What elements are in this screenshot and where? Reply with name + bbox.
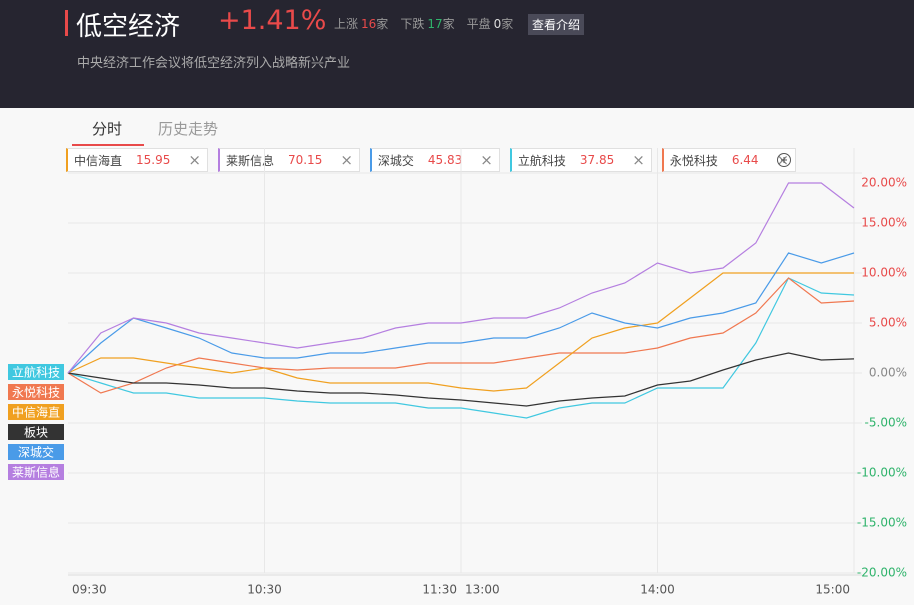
series-line [67,272,854,392]
subtitle: 中央经济工作会议将低空经济列入战略新兴产业 [77,56,351,71]
accent-bar [65,10,68,36]
chip-close[interactable]: × [632,151,645,169]
series-line [67,277,855,419]
stock-chip: 深城交 45.83 × [369,148,500,172]
chip-name: 立航科技 [517,153,566,168]
y-tick-label: -20.00% [857,566,907,580]
series-line [67,252,855,374]
legend-badge [8,404,64,420]
y-tick-label: 5.00% [869,316,907,330]
stat-unit: 家 [376,17,389,31]
stat-label: 上涨 [334,17,359,31]
chip-close[interactable]: × [480,151,493,169]
add-icon[interactable] [775,151,793,169]
stat: 平盘 0家 [467,15,514,32]
chip-name: 中信海直 [74,153,123,168]
stat: 上涨 16家 [334,15,388,32]
legend-label: 立航科技 [12,365,60,380]
series-line [67,277,855,394]
series-line [67,182,855,374]
x-tick-label: 15:00 [815,583,850,597]
chip-row: 中信海直 15.95 × 莱斯信息 70.15 × 深城交 45.83 × 立航科技 37.85 × 永… [66,148,797,172]
y-tick-label: -5.00% [865,416,907,430]
header: 低空经济 +1.41% 上涨 16家 下跌 17家 平盘 0家 查看介绍 中央经济工作会议… [0,0,914,108]
stat-count: 0 [493,17,502,31]
chip-price: 6.44 [731,153,759,167]
chip-close[interactable]: × [188,151,201,169]
tab[interactable]: 历史走势 [158,120,219,138]
x-tick-label: 13:00 [465,583,500,597]
legend-label: 莱斯信息 [12,465,60,480]
tab[interactable]: 分时 [92,120,123,138]
stat-unit: 家 [442,17,455,31]
legend-badge [8,424,64,440]
chip-price: 70.15 [287,153,323,167]
series-line [67,352,855,407]
y-tick-label: 10.00% [861,266,907,280]
y-tick-label: -10.00% [857,466,907,480]
change: +1.41% [218,5,327,36]
legend-label: 永悦科技 [12,386,60,400]
legend-badge [8,464,64,480]
chip-name: 深城交 [377,153,414,168]
stock-chip: 立航科技 37.85 × [509,148,652,172]
y-tick-label: -15.00% [857,516,907,530]
legend-label: 深城交 [18,445,54,460]
x-tick-label: 14:00 [640,583,675,597]
stats: 上涨 16家 下跌 17家 平盘 0家 [334,15,513,32]
legend-label: 板块 [24,426,48,440]
stat: 下跌 17家 [400,15,454,32]
legend-badge [8,364,64,380]
x-tick-label: 09:30 [72,583,107,597]
stat-label: 下跌 [400,17,425,31]
chip-price: 37.85 [579,153,615,167]
chip-name: 莱斯信息 [225,153,274,168]
tab-underline [72,144,144,146]
y-tick-label: 0.00% [869,366,907,380]
chip-price: 15.95 [136,153,171,167]
stat-count: 16 [361,17,377,31]
chip-price: 45.83 [427,153,463,167]
chip-close[interactable]: × [340,151,353,169]
x-tick-label: 10:30 [247,583,282,597]
stat-unit: 家 [501,17,514,31]
intro-button[interactable]: 查看介绍 [528,14,585,35]
title: 低空经济 [76,12,181,42]
y-tick-label: 15.00% [861,216,907,230]
stock-chip: 中信海直 15.95 × [66,148,208,172]
x-tick-label: 11:30 [422,583,457,597]
legend-label: 中信海直 [12,405,60,420]
legend-badge [8,444,64,460]
stock-chip: 莱斯信息 70.15 × [217,148,360,172]
y-tick-label: 20.00% [861,176,907,190]
legend-badge [8,384,64,400]
stat-count: 17 [427,17,443,31]
chip-name: 永悦科技 [669,153,718,168]
stat-label: 平盘 [466,17,491,31]
